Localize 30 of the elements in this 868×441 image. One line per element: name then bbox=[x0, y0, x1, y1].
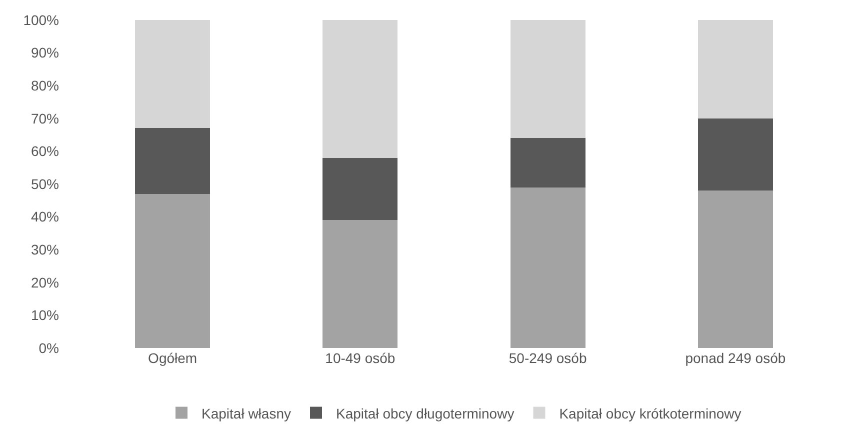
y-tick-label: 100% bbox=[23, 12, 59, 28]
x-tick-label: 10-49 osób bbox=[325, 350, 396, 366]
bar bbox=[135, 20, 210, 128]
y-tick-label: 90% bbox=[30, 44, 59, 61]
y-tick-label: 20% bbox=[30, 274, 59, 290]
y-tick-label: 60% bbox=[30, 143, 59, 160]
y-tick-label: 0% bbox=[38, 340, 59, 356]
bar bbox=[698, 190, 773, 348]
bar bbox=[698, 20, 773, 118]
bar bbox=[510, 187, 586, 348]
y-tick-label: 50% bbox=[30, 176, 59, 192]
bar bbox=[322, 158, 398, 220]
bar bbox=[510, 138, 586, 188]
x-tick-label: 50-249 osób bbox=[508, 350, 587, 366]
legend-label: Kapitał własny bbox=[202, 405, 291, 422]
bar bbox=[510, 20, 586, 138]
x-tick-label: Ogółem bbox=[148, 350, 198, 366]
bar bbox=[135, 194, 210, 348]
bar bbox=[322, 20, 398, 158]
y-tick-label: 30% bbox=[30, 242, 59, 258]
y-tick-label: 70% bbox=[30, 110, 59, 126]
legend-label: Kapitał obcy długoterminowy bbox=[336, 405, 514, 422]
bar bbox=[322, 220, 398, 348]
bar bbox=[135, 128, 210, 194]
x-tick-label: ponad 249 osób bbox=[685, 350, 786, 366]
y-tick-label: 80% bbox=[30, 78, 59, 94]
y-tick-label: 40% bbox=[30, 208, 59, 225]
bar bbox=[698, 118, 773, 191]
y-tick-label: 10% bbox=[30, 307, 59, 324]
legend-label: Kapitał obcy krótkoterminowy bbox=[559, 405, 742, 422]
